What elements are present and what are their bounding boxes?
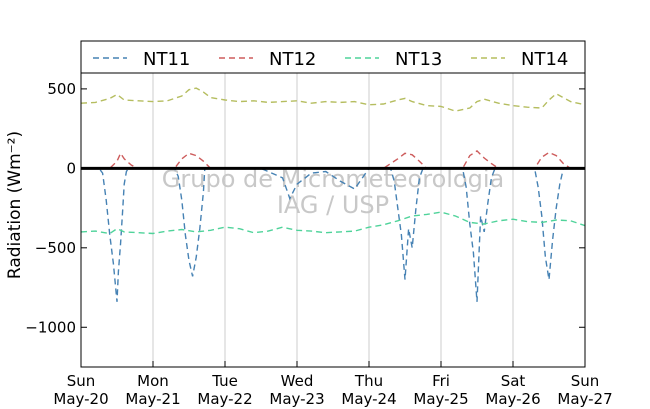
y-tick-label: −1000 bbox=[25, 318, 76, 336]
y-tick-label: 500 bbox=[47, 80, 76, 98]
watermark-line-2: IAG / USP bbox=[277, 191, 389, 219]
y-tick-label: 0 bbox=[66, 159, 76, 177]
axes: SunMay-20MonMay-21TueMay-22WedMay-23ThuM… bbox=[25, 80, 612, 408]
x-tick-label-day: Sun bbox=[571, 372, 600, 390]
x-tick-label-date: May-22 bbox=[197, 390, 252, 408]
x-tick-label-day: Thu bbox=[354, 372, 383, 390]
legend: NT11 NT12 NT13 NT14 bbox=[80, 40, 586, 74]
x-tick-label-day: Tue bbox=[211, 372, 238, 390]
x-tick-label-date: May-21 bbox=[125, 390, 180, 408]
x-tick-label-day: Mon bbox=[137, 372, 169, 390]
legend-frame bbox=[80, 40, 586, 74]
x-tick-label-date: May-20 bbox=[53, 390, 108, 408]
x-tick-label-date: May-23 bbox=[269, 390, 324, 408]
x-tick-label-day: Sun bbox=[67, 372, 96, 390]
x-tick-label-date: May-25 bbox=[413, 390, 468, 408]
plot-background bbox=[81, 73, 585, 367]
y-tick-label: −500 bbox=[35, 239, 76, 257]
x-tick-label-day: Sat bbox=[501, 372, 526, 390]
x-tick-label-date: May-26 bbox=[485, 390, 540, 408]
x-tick-label-day: Wed bbox=[281, 372, 314, 390]
y-axis-label: Radiation (Wm⁻²) bbox=[5, 131, 25, 279]
legend-label-nt14: NT14 bbox=[521, 49, 568, 70]
legend-label-nt13: NT13 bbox=[395, 49, 442, 70]
legend-label-nt12: NT12 bbox=[269, 49, 316, 70]
x-tick-label-date: May-24 bbox=[341, 390, 396, 408]
series-line-nt13 bbox=[81, 211, 585, 235]
x-tick-label-day: Fri bbox=[432, 372, 450, 390]
legend-label-nt11: NT11 bbox=[143, 49, 190, 70]
series-line-nt14 bbox=[81, 87, 585, 112]
x-tick-label-date: May-27 bbox=[557, 390, 612, 408]
grid-lines bbox=[152, 73, 514, 367]
series-line-nt11 bbox=[81, 167, 585, 302]
